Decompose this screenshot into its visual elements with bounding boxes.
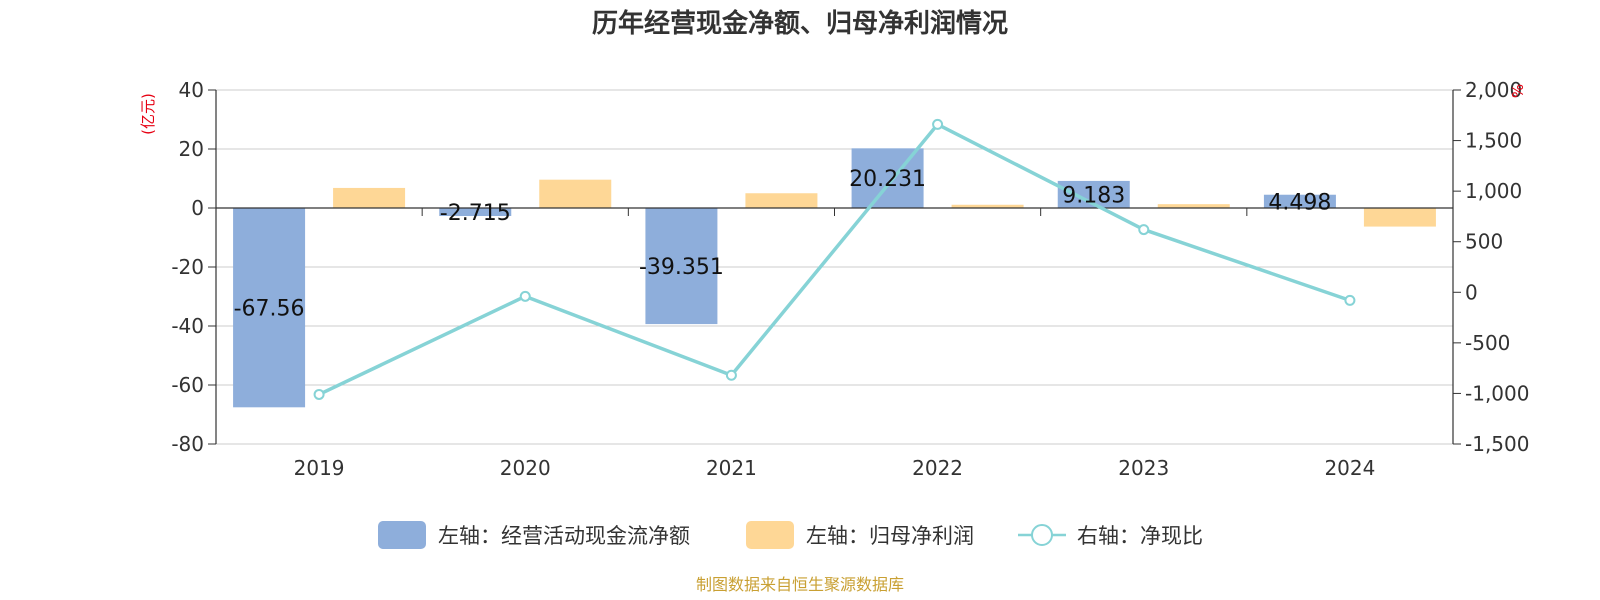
bar-net-profit: [1157, 204, 1230, 208]
right-tick-label: -500: [1465, 331, 1510, 355]
legend: 左轴：经营活动现金流净额 左轴：归母净利润 右轴：净现比: [378, 521, 1203, 549]
data-labels: -67.56 -2.715 -39.351 20.231 9.183 4.498: [234, 167, 1332, 321]
bar-value-label: -39.351: [639, 255, 724, 280]
right-tick-label: 0: [1465, 280, 1478, 304]
left-tick-label: -40: [171, 314, 204, 338]
right-axis-unit: %: [1509, 84, 1527, 98]
legend-swatch-operating-cash: [378, 521, 426, 549]
category-label: 2019: [294, 456, 345, 480]
category-label: 2021: [706, 456, 757, 480]
bar-net-profit: [745, 193, 818, 208]
ratio-line-path: [318, 122, 1351, 397]
bar-value-label: -2.715: [440, 201, 511, 226]
right-tick-label: 1,500: [1465, 129, 1522, 153]
right-tick-label: -1,500: [1465, 432, 1529, 456]
legend-swatch-net-profit: [746, 521, 794, 549]
ratio-point: [519, 290, 531, 302]
ratio-point: [932, 118, 944, 130]
bar-value-label: 9.183: [1062, 183, 1125, 208]
category-label: 2022: [912, 456, 963, 480]
left-tick-label: 0: [191, 196, 204, 220]
left-tick-label: -60: [171, 373, 204, 397]
bars: [233, 148, 1436, 408]
ratio-point: [725, 369, 737, 381]
right-tick-label: 500: [1465, 230, 1503, 254]
source-note: 制图数据来自恒生聚源数据库: [696, 575, 904, 594]
bar-net-profit: [333, 187, 406, 208]
bar-value-label: 4.498: [1268, 190, 1331, 215]
category-label: 2024: [1324, 456, 1375, 480]
legend-label-operating-cash: 左轴：经营活动现金流净额: [438, 524, 690, 548]
axes: 40 20 0 -20 -40 -60 -80 2,000 1,500 1,000 500 0 -500…: [171, 78, 1529, 480]
ratio-point: [1138, 224, 1150, 236]
category-label: 2020: [500, 456, 551, 480]
bar-operating-cash: [645, 208, 718, 325]
legend-label-ratio: 右轴：净现比: [1077, 524, 1203, 548]
right-tick-label: -1,000: [1465, 381, 1529, 405]
bar-operating-cash: [439, 208, 512, 217]
bar-net-profit: [1363, 208, 1436, 227]
bar-value-label: 20.231: [849, 167, 926, 192]
ratio-point: [1344, 294, 1356, 306]
chart-title: 历年经营现金净额、归母净利润情况: [592, 8, 1008, 39]
left-tick-label: -80: [171, 432, 204, 456]
bar-net-profit: [951, 204, 1024, 208]
ratio-point: [313, 388, 325, 400]
bar-value-label: -67.56: [234, 297, 305, 322]
category-label: 2023: [1118, 456, 1169, 480]
legend-marker-ratio: [1031, 524, 1053, 546]
left-axis-unit: (亿元): [139, 93, 157, 135]
ratio-line: [313, 118, 1356, 400]
right-tick-label: 2,000: [1465, 78, 1522, 102]
left-tick-label: 40: [179, 78, 204, 102]
legend-label-net-profit: 左轴：归母净利润: [806, 524, 974, 548]
right-tick-label: 1,000: [1465, 179, 1522, 203]
bar-operating-cash: [1263, 194, 1336, 208]
bar-operating-cash: [233, 208, 306, 408]
grid-lines: [216, 89, 1453, 445]
left-tick-label: 20: [179, 137, 204, 161]
left-tick-label: -20: [171, 255, 204, 279]
bar-net-profit: [539, 179, 612, 208]
